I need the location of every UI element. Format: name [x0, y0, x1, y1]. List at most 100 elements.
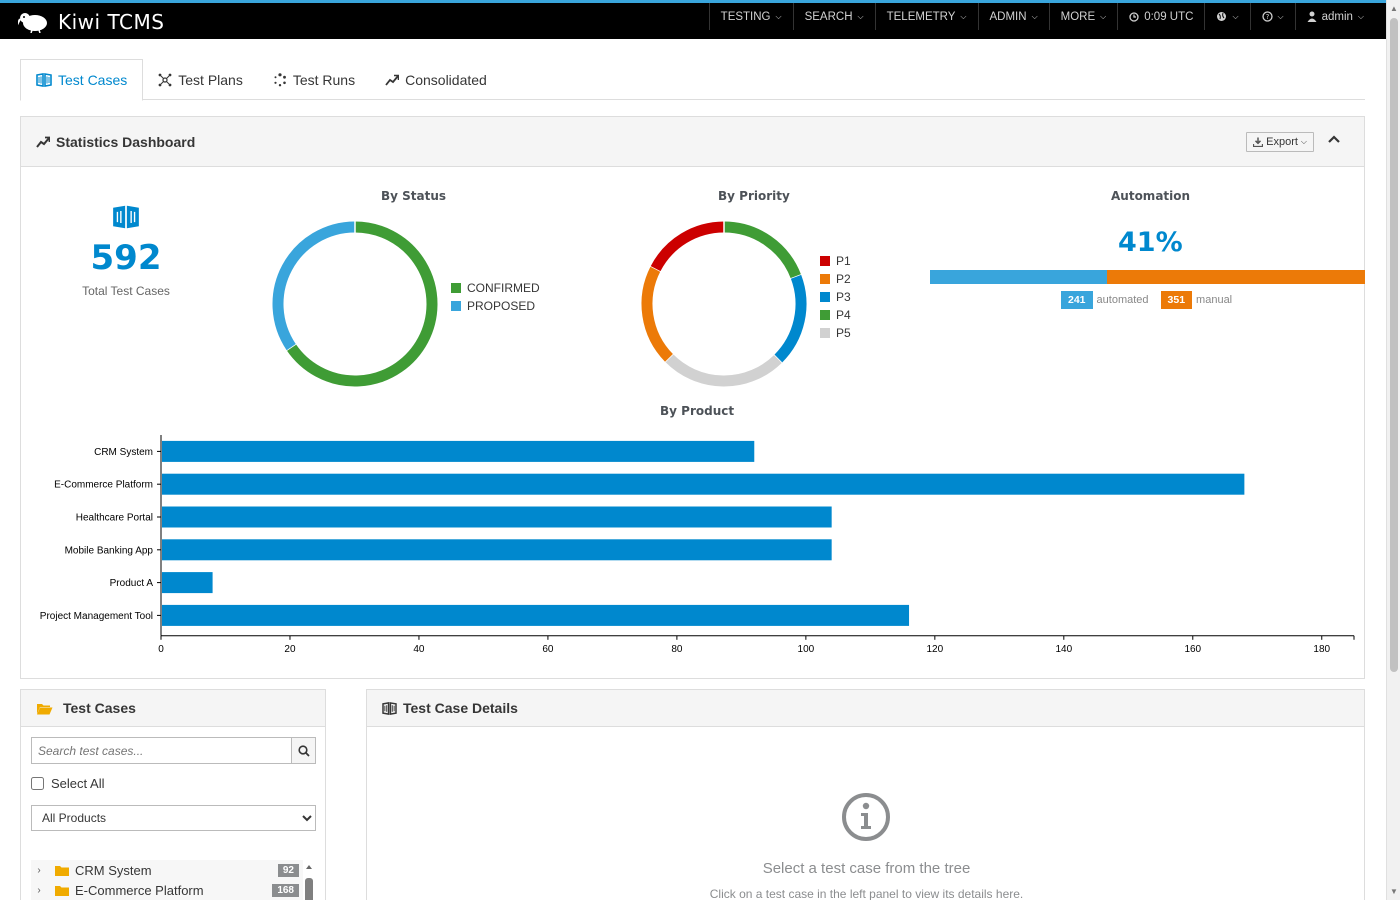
bar-project-management-tool[interactable]	[162, 604, 910, 626]
bar-healthcare-portal[interactable]	[162, 506, 832, 528]
manual-segment	[1107, 270, 1365, 284]
tab-test-runs[interactable]: Test Runs	[258, 59, 370, 100]
chevron-down-icon: ⌵	[775, 11, 782, 21]
category-label: Product A	[110, 578, 154, 589]
chevron-down-icon: ⌵	[1232, 11, 1239, 21]
automated-label: automated	[1096, 294, 1149, 306]
x-tick-label: 0	[158, 644, 164, 655]
status-legend: CONFIRMED PROPOSED	[451, 279, 540, 315]
legend-label: P3	[836, 290, 851, 304]
status-chart-title: By Status	[381, 189, 447, 203]
nav-language[interactable]: ⌵	[1204, 3, 1249, 30]
legend-item-confirmed: CONFIRMED	[451, 279, 540, 297]
donut-slice-p3[interactable]	[773, 274, 807, 363]
automated-segment	[930, 270, 1108, 284]
nav-telemetry[interactable]: TELEMETRY ⌵	[874, 3, 978, 30]
bar-product-a[interactable]	[162, 572, 213, 594]
details-title: Test Case Details	[403, 700, 518, 716]
donut-slice-p4[interactable]	[723, 221, 802, 279]
x-tick-label: 80	[671, 644, 683, 655]
test-cases-title: Test Cases	[63, 700, 136, 716]
x-tick-label: 40	[413, 644, 425, 655]
donut-slice-proposed[interactable]	[272, 221, 356, 351]
chevron-right-icon[interactable]: ›	[37, 864, 41, 876]
nav-user[interactable]: admin ⌵	[1294, 3, 1386, 30]
scroll-up-icon[interactable]: ▲	[1390, 4, 1398, 13]
x-tick-label: 140	[1055, 644, 1072, 655]
collapse-chevron-icon[interactable]	[1328, 135, 1340, 143]
book-icon	[36, 73, 52, 87]
folder-icon	[55, 865, 69, 876]
total-test-cases-card: 592 Total Test Cases	[81, 205, 171, 298]
svg-text:?: ?	[1265, 13, 1269, 21]
bar-e-commerce-platform[interactable]	[162, 473, 1245, 495]
legend-label: P4	[836, 308, 851, 322]
priority-chart-title: By Priority	[718, 189, 790, 203]
nav-search[interactable]: SEARCH ⌵	[792, 3, 875, 30]
select-all[interactable]: Select All	[31, 776, 104, 791]
x-tick-label: 100	[798, 644, 815, 655]
select-all-checkbox[interactable]	[31, 777, 44, 790]
manual-label: manual	[1196, 294, 1233, 306]
brand[interactable]: Kiwi TCMS	[18, 9, 164, 35]
export-button[interactable]: Export ⌵	[1246, 132, 1314, 152]
nav-more[interactable]: MORE ⌵	[1048, 3, 1118, 30]
search-button[interactable]	[291, 738, 315, 763]
donut-slice-p2[interactable]	[641, 266, 674, 362]
chevron-right-icon[interactable]: ›	[37, 884, 41, 896]
test-case-details-panel: Test Case Details Select a test case fro…	[366, 689, 1365, 900]
brand-name: Kiwi TCMS	[58, 10, 165, 34]
donut-slice-p5[interactable]	[665, 353, 782, 387]
trend-icon	[36, 136, 50, 148]
page-scrollbar[interactable]: ▲ ▼	[1386, 0, 1400, 900]
details-header: Test Case Details	[367, 690, 1364, 727]
search-input[interactable]	[32, 738, 291, 763]
user-icon	[1307, 11, 1317, 22]
product-filter-select[interactable]: All Products	[31, 805, 316, 831]
legend-item-p1: P1	[820, 252, 851, 270]
tree-item-label: CRM System	[75, 862, 152, 878]
bar-mobile-banking-app[interactable]	[162, 539, 832, 561]
tab-test-plans[interactable]: Test Plans	[143, 59, 258, 100]
priority-legend: P1 P2 P3 P4 P5	[820, 252, 851, 342]
nav-testing[interactable]: TESTING ⌵	[708, 3, 793, 30]
chevron-down-icon: ⌵	[1300, 137, 1307, 146]
donut-slice-p1[interactable]	[650, 221, 725, 272]
nav-help[interactable]: ? ⌵	[1249, 3, 1295, 30]
donut-slice-confirmed[interactable]	[286, 221, 438, 387]
scroll-down-icon[interactable]: ▼	[1390, 887, 1398, 896]
legend-swatch	[820, 292, 830, 302]
main-tabs: Test Cases Test Plans Test Runs Consolid…	[20, 59, 1365, 101]
nav-admin[interactable]: ADMIN ⌵	[977, 3, 1049, 30]
legend-item-p5: P5	[820, 324, 851, 342]
nav-clock[interactable]: 0:09 UTC	[1117, 3, 1204, 30]
tree-item-e-commerce-platform[interactable]: › E-Commerce Platform 168	[31, 880, 303, 900]
tree-item-count: 92	[277, 863, 299, 877]
category-label: Project Management Tool	[40, 611, 153, 622]
total-test-cases-label: Total Test Cases	[82, 284, 170, 298]
statistics-title: Statistics Dashboard	[56, 133, 196, 150]
legend-item-p4: P4	[820, 306, 851, 324]
legend-swatch	[451, 283, 461, 293]
tree-item-label: E-Commerce Platform	[75, 882, 204, 898]
category-label: E-Commerce Platform	[54, 480, 153, 491]
statistics-panel: Statistics Dashboard Export ⌵ 592 Total …	[20, 116, 1365, 679]
automation-legend: 241 automated 351 manual	[1061, 291, 1232, 309]
tab-consolidated[interactable]: Consolidated	[370, 59, 502, 100]
total-test-cases-value: 592	[90, 238, 162, 278]
book-icon	[382, 701, 397, 715]
tab-test-cases[interactable]: Test Cases	[20, 59, 144, 101]
category-label: Healthcare Portal	[76, 513, 153, 524]
product-bar-chart: CRM System E-Commerce Platform Healthcare …	[40, 435, 1355, 655]
legend-swatch	[820, 274, 830, 284]
tree-item-crm-system[interactable]: › CRM System 92	[31, 860, 303, 880]
chevron-down-icon: ⌵	[857, 11, 864, 21]
scroll-thumb[interactable]	[1390, 18, 1398, 672]
bar-crm-system[interactable]	[162, 440, 755, 462]
category-label: Mobile Banking App	[65, 545, 154, 556]
slice-separator	[649, 265, 662, 273]
test-cases-panel: Test Cases Select All All Products › CRM…	[20, 689, 326, 900]
status-donut-chart	[272, 221, 438, 387]
info-circle-icon	[842, 793, 890, 841]
tree-scrollbar[interactable]	[304, 860, 314, 900]
